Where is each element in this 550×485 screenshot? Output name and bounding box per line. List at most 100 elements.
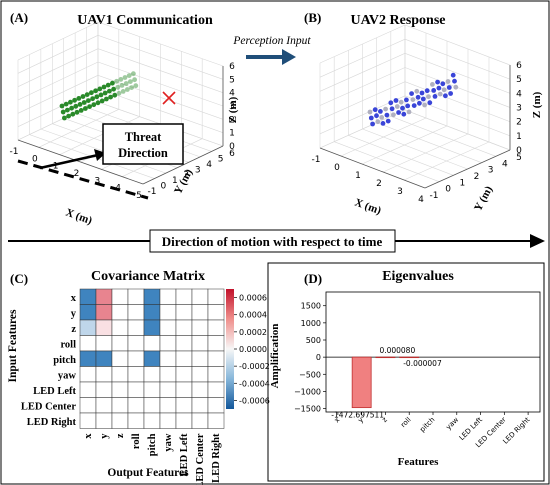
panel-d: (D) Eigenvalues Amplification Features 1… <box>267 262 545 482</box>
eigen-bar <box>375 356 396 359</box>
uav1-point <box>97 86 103 92</box>
uav1-point <box>115 84 121 90</box>
y-tick-label: 2 <box>474 172 480 182</box>
heatmap-cell <box>127 335 145 352</box>
heatmap-cell <box>79 319 97 336</box>
uav2-point <box>419 90 425 96</box>
uav2-point <box>368 115 374 121</box>
heatmap-cell <box>175 412 193 429</box>
uav2-point <box>426 94 431 100</box>
heatmap-cell <box>191 397 209 414</box>
x-tick-label: 1 <box>355 171 361 181</box>
heatmap-cell <box>79 350 97 367</box>
time-banner-text: Direction of motion with respect to time <box>162 234 383 249</box>
grid-line <box>404 24 511 66</box>
uav2-point <box>378 109 383 114</box>
uav2-point <box>440 81 446 87</box>
heatmap-cell <box>127 350 145 367</box>
heatmap-cell <box>79 381 97 398</box>
heatmap-cell <box>207 381 225 398</box>
heatmap-row-label: pitch <box>53 355 76 366</box>
heatmap-cell <box>191 350 209 367</box>
uav2-point <box>415 94 421 100</box>
heatmap-cell <box>159 335 177 352</box>
uav1-point <box>90 96 95 102</box>
panel-b-title: UAV2 Response <box>350 13 445 28</box>
uav2-point <box>435 79 440 85</box>
heatmap-cell <box>95 412 113 429</box>
uav1-point <box>63 101 69 107</box>
heatmap-cell <box>159 412 177 429</box>
heatmap-col-label: LED Right <box>211 433 222 483</box>
uav1-point <box>125 87 130 92</box>
uav2-point <box>446 85 452 90</box>
uav1-point <box>126 73 132 78</box>
z-tick-label: 2 <box>229 115 235 125</box>
uav2-point <box>391 112 396 118</box>
uav1-point <box>60 109 66 115</box>
z-tick-label: 0 <box>229 142 235 152</box>
y-tick-label: 1 <box>172 176 178 186</box>
grid-line <box>97 35 224 80</box>
uav2-point <box>401 111 407 117</box>
eigen-data-label: 0.000080 <box>379 346 415 355</box>
y-tick-label: 4 <box>206 160 212 170</box>
heatmap-row-label: yaw <box>58 370 77 381</box>
uav1-point <box>101 84 107 90</box>
uav1-point <box>111 86 116 92</box>
panel-b-z-axis-label: Z (m) <box>531 91 543 118</box>
heatmap-col-label: yaw <box>163 433 174 452</box>
grid-line <box>404 38 511 80</box>
uav2-point <box>398 99 404 105</box>
uav1-point <box>112 92 118 98</box>
y-tick-label: 0 <box>445 185 451 195</box>
uav1-point <box>105 82 111 88</box>
heatmap-cell <box>207 319 225 336</box>
heatmap-col-label: LED Left <box>179 433 190 476</box>
colorbar-ticks: 0.0006 0.0004 0.0002 0.0000 -0.0002 -0.0004 -0… <box>234 294 270 405</box>
heatmap-cell <box>79 304 97 321</box>
uav2-point <box>370 121 375 127</box>
uav2-point <box>443 93 448 99</box>
heatmap-y-axis-label: Input Features <box>7 309 19 382</box>
uav1-point <box>120 89 126 94</box>
z-tick-label: 1 <box>516 132 522 142</box>
grid-line <box>319 38 406 78</box>
heatmap-cell <box>95 350 113 367</box>
eigen-bar <box>399 356 420 359</box>
uav2-point <box>393 98 399 103</box>
heatmap-cell <box>95 397 113 414</box>
heatmap-cell <box>175 319 193 336</box>
grid-line <box>17 61 99 101</box>
uav1-point <box>123 81 129 86</box>
x-tick-label: -1 <box>10 147 19 157</box>
uav1-point <box>83 106 88 111</box>
grid-line <box>319 81 406 120</box>
uav2-point <box>414 88 420 94</box>
heatmap-cell <box>207 304 225 321</box>
grid-line <box>404 81 511 122</box>
grid-line <box>362 128 468 170</box>
z-tick-label: 3 <box>229 102 235 112</box>
uav2-point <box>441 87 447 93</box>
heatmap-row-label: LED Center <box>21 401 76 412</box>
y-tick-label: −1000 <box>294 387 321 396</box>
heatmap-cell <box>111 412 129 429</box>
uav1-point <box>93 88 98 94</box>
heatmap-cell <box>207 288 225 305</box>
heatmap-cell <box>191 381 209 398</box>
uav1-point <box>94 94 100 100</box>
y-axis-line <box>142 145 224 185</box>
grid-line <box>348 135 454 176</box>
heatmap-cell <box>191 412 209 429</box>
x-axis-line <box>319 147 426 189</box>
heatmap-cell <box>127 366 145 383</box>
z-tick-label: 0 <box>516 146 522 156</box>
grid-line <box>404 109 511 151</box>
uav1-point <box>102 90 108 96</box>
uav2-point <box>384 112 390 118</box>
heatmap-cell <box>175 381 193 398</box>
heatmap-cell <box>207 397 225 414</box>
uav2-point <box>410 97 416 102</box>
heatmap-cell <box>143 288 161 305</box>
